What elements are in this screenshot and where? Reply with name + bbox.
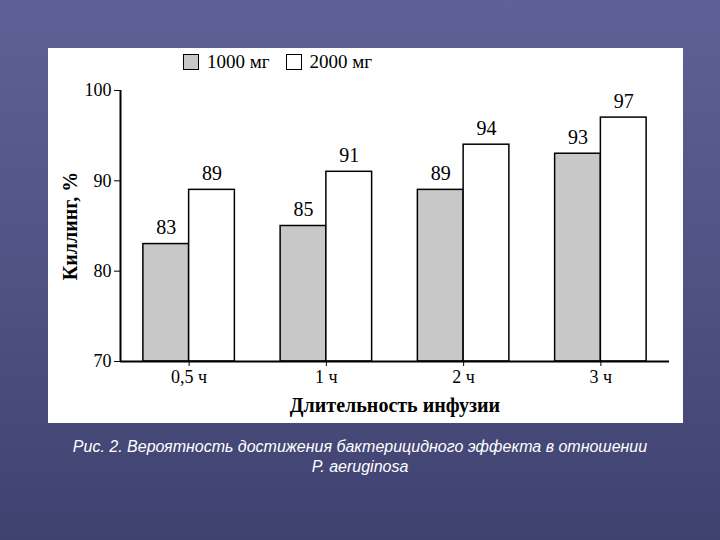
html-text:2000 мг: 2000 мг — [309, 51, 373, 72]
svg-text:80: 80 — [94, 261, 112, 281]
svg-text:100: 100 — [85, 80, 112, 100]
svg-text:90: 90 — [94, 171, 112, 191]
html-text:1000 мг: 1000 мг — [207, 51, 270, 72]
svg-text:83: 83 — [156, 216, 176, 238]
svg-text:Киллинг, %: Киллинг, % — [59, 172, 81, 280]
svg-text:91: 91 — [339, 144, 359, 166]
svg-text:94: 94 — [477, 117, 497, 139]
svg-text:89: 89 — [202, 162, 222, 184]
svg-text:2 ч: 2 ч — [452, 367, 475, 387]
svg-text:93: 93 — [568, 126, 588, 148]
svg-text:3 ч: 3 ч — [590, 367, 613, 387]
svg-text:70: 70 — [94, 351, 112, 371]
svg-text:1 ч: 1 ч — [315, 367, 338, 387]
svg-text:85: 85 — [294, 198, 314, 220]
svg-text:Длительность инфузии: Длительность инфузии — [290, 394, 500, 417]
svg-text:89: 89 — [431, 162, 451, 184]
svg-text:97: 97 — [614, 90, 634, 112]
html-text:Рис. 2. Вероятность достижения: Рис. 2. Вероятность достижения бактерици… — [72, 438, 648, 475]
svg-text:0,5 ч: 0,5 ч — [171, 367, 207, 387]
